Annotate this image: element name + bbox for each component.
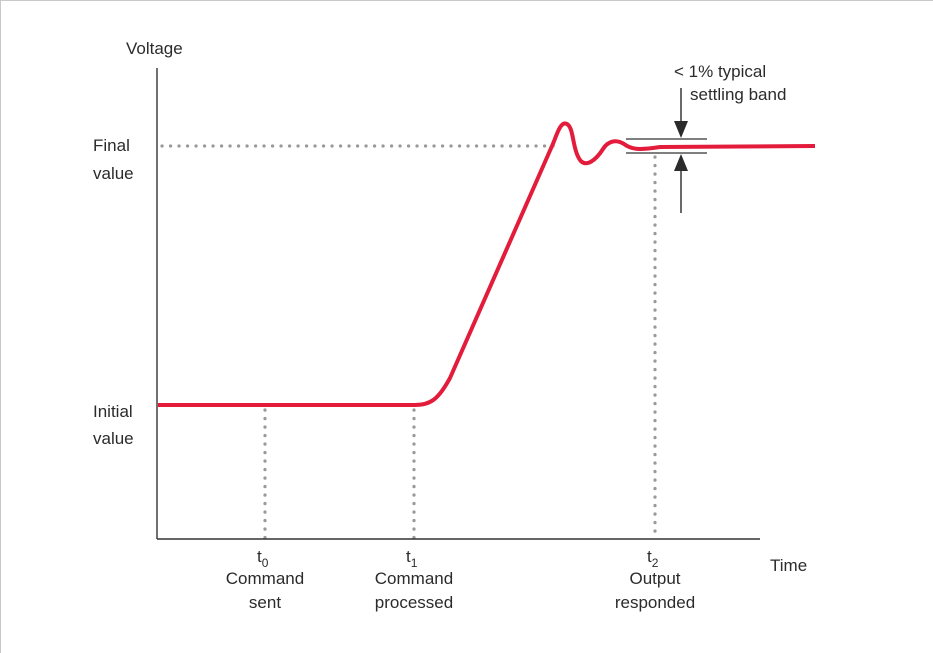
y-axis-label: Voltage [126, 39, 183, 58]
t1-label-line1: Command [375, 569, 453, 588]
final-value-label-line2: value [93, 164, 134, 183]
settling-band-arrows [674, 88, 688, 213]
up-arrow-icon [674, 154, 688, 171]
initial-value-label-line2: value [93, 429, 134, 448]
t0-label-line1: Command [226, 569, 304, 588]
response-curve [158, 121, 816, 407]
guide-lines [160, 144, 657, 540]
t2-label-line2: responded [615, 593, 695, 612]
event-t0: t0 Command sent [226, 547, 304, 612]
t2-symbol: t2 [647, 547, 659, 570]
t0-label-line2: sent [249, 593, 281, 612]
settling-band-label-line1: < 1% typical [674, 62, 766, 81]
settling-band-label-line2: settling band [690, 85, 786, 104]
event-t2: t2 Output responded [615, 547, 695, 612]
final-value-label-line1: Final [93, 136, 130, 155]
t2-label-line1: Output [629, 569, 680, 588]
initial-value-label-line1: Initial [93, 402, 133, 421]
t1-label-line2: processed [375, 593, 453, 612]
event-t1: t1 Command processed [375, 547, 453, 612]
x-axis-label: Time [770, 556, 807, 575]
t1-symbol: t1 [406, 547, 418, 570]
t0-symbol: t0 [257, 547, 269, 570]
down-arrow-icon [674, 121, 688, 138]
